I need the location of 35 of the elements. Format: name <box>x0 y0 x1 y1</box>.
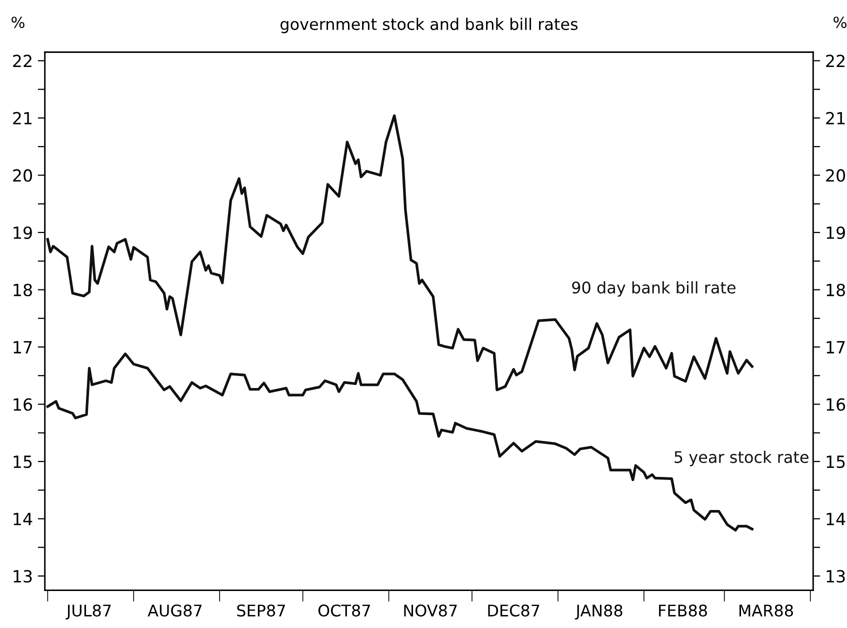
x-tick-label: MAR88 <box>739 604 793 617</box>
y2-tick-label: 21 <box>826 112 845 124</box>
x-tick-label: DEC87 <box>488 604 540 617</box>
series-label: 90 day bank bill rate <box>572 281 736 297</box>
x-tick-label: OCT87 <box>318 604 370 617</box>
y-tick-label: 13 <box>14 570 32 583</box>
y2-tick-label: 13 <box>826 570 845 583</box>
x-tick-label: JUL87 <box>66 604 111 620</box>
x-tick-label: SEP87 <box>237 604 285 617</box>
y2-axis-title: % <box>834 16 846 28</box>
x-tick-label: FEB88 <box>659 604 707 617</box>
y-tick-label: 14 <box>14 512 32 526</box>
y-axis-title: % <box>12 16 24 28</box>
x-tick-label: AUG87 <box>148 604 202 617</box>
chart-title: government stock and bank bill rates <box>280 18 578 34</box>
y-tick-label: 22 <box>13 54 32 68</box>
line-series <box>46 114 754 392</box>
y2-tick-label: 18 <box>826 284 845 296</box>
y2-tick-label: 22 <box>826 54 844 68</box>
y2-tick-label: 16 <box>826 398 846 411</box>
series-label: 5 year stock rate <box>674 450 808 466</box>
y-tick-label: 16 <box>14 398 32 411</box>
y-tick-label: 17 <box>14 341 32 354</box>
y-tick-label: 21 <box>13 112 32 124</box>
y2-tick-label: 19 <box>826 226 845 240</box>
y-tick-label: 18 <box>14 284 32 296</box>
y-tick-label: 15 <box>14 456 32 468</box>
x-tick-label: NOV87 <box>404 604 457 617</box>
x-tick-label: JAN88 <box>574 604 622 620</box>
y-tick-label: 19 <box>14 226 32 240</box>
y2-tick-label: 14 <box>826 512 846 526</box>
y2-tick-label: 15 <box>826 456 845 468</box>
y-tick-label: 20 <box>13 169 32 182</box>
y2-tick-label: 17 <box>826 341 845 354</box>
y2-tick-label: 20 <box>826 169 846 182</box>
